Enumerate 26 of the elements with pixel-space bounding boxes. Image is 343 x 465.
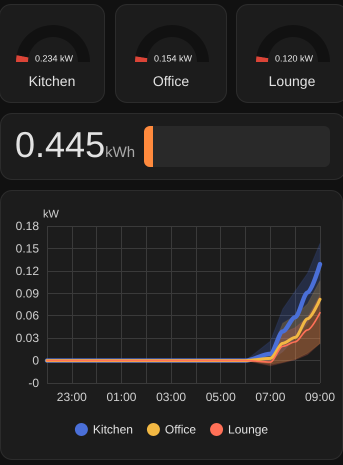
text: Office [152,73,190,89]
x-tick-label: 03:00 [156,390,186,404]
x-tick-label: 01:00 [106,390,137,404]
y-tick-label: 0.06 [16,308,40,323]
x-tick-label: 07:00 [255,390,286,404]
y-tick-label: 0.15 [16,241,40,256]
y-tick-label: 0.12 [16,264,40,278]
y-tick-label: 0.18 [16,219,40,233]
text: Kitchen [28,73,76,89]
text: 0.120 kW [275,54,314,64]
text: Lounge [268,73,316,89]
legend-label: Kitchen [92,422,133,436]
y-axis-title: kW [43,208,60,220]
y-tick-label: 0.09 [16,286,40,300]
x-tick-label: 09:00 [304,390,336,404]
text: kWh [105,144,136,161]
x-tick-label: 23:00 [56,390,88,404]
y-tick-label: -0 [28,376,40,390]
y-tick-label: 0 [32,354,40,368]
y-tick-label: 0.03 [16,331,40,346]
legend-label: Office [164,422,196,436]
text: 0.154 kW [154,54,193,64]
text: 0.445 [15,124,106,165]
text: 0.234 kW [35,54,74,64]
legend-label: Lounge [228,422,268,436]
x-tick-label: 05:00 [206,390,236,404]
